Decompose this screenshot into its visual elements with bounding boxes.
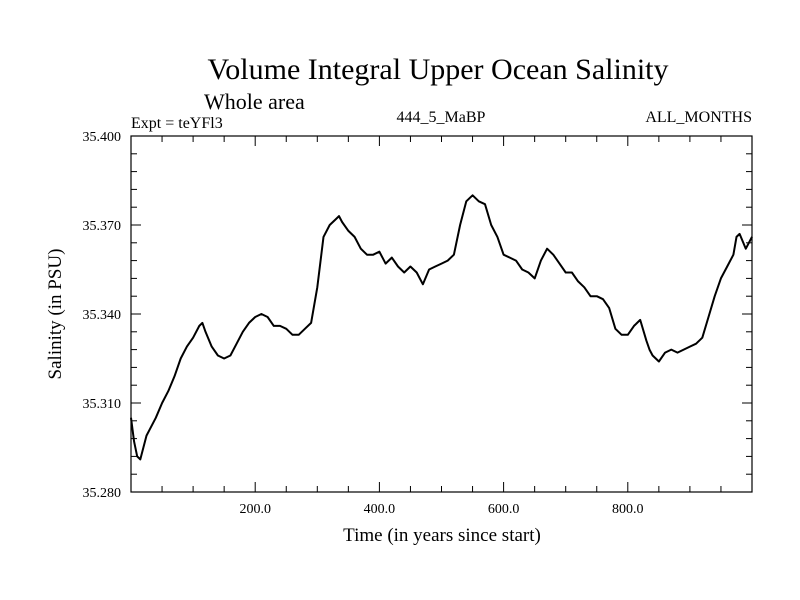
chart-title: Volume Integral Upper Ocean Salinity xyxy=(208,53,669,86)
x-axis-label: Time (in years since start) xyxy=(343,525,541,546)
ticks-layer xyxy=(131,136,752,492)
months-label: ALL_MONTHS xyxy=(645,109,752,126)
run-label: 444_5_MaBP xyxy=(397,109,486,126)
series-line xyxy=(130,194,753,461)
y-tick-label: 35.370 xyxy=(83,219,122,234)
ticklabels-layer: 200.0 400.0 600.0 800.0 35.280 35.310 35.340 35… xyxy=(83,130,644,517)
y-tick-label: 35.310 xyxy=(83,397,122,412)
x-tick-label: 200.0 xyxy=(239,502,271,517)
y-tick-label: 35.340 xyxy=(83,308,122,323)
y-tick-label: 35.400 xyxy=(83,130,122,145)
x-tick-label: 600.0 xyxy=(488,502,520,517)
x-tick-label: 800.0 xyxy=(612,502,644,517)
expt-label: Expt = teYFl3 xyxy=(131,115,223,132)
plot-frame xyxy=(130,135,753,493)
x-tick-label: 400.0 xyxy=(364,502,396,517)
y-tick-label: 35.280 xyxy=(83,486,122,501)
chart-subtitle: Whole area xyxy=(204,89,305,114)
y-axis-label: Salinity (in PSU) xyxy=(45,249,66,380)
